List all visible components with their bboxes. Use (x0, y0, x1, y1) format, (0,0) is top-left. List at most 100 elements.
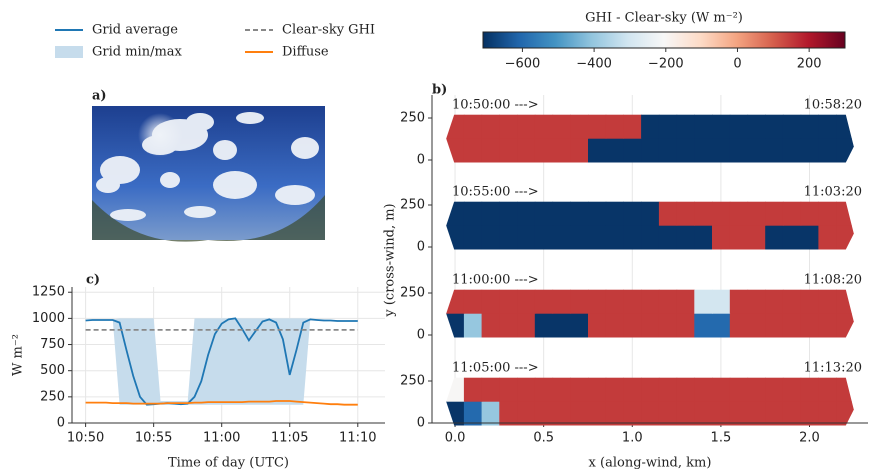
strip (446, 377, 854, 426)
heat-cell (552, 225, 571, 250)
heat-cell (836, 313, 854, 338)
legend-label: Clear-sky GHI (282, 23, 375, 38)
heat-cell (747, 225, 766, 250)
heat-cell (694, 377, 713, 402)
start-time: 10:50:00 ---> (452, 98, 539, 113)
heat-cell (605, 401, 624, 426)
heat-cell (782, 289, 802, 314)
heat-cell (588, 201, 607, 226)
heat-cell (534, 138, 554, 163)
heat-cell (570, 114, 589, 139)
heat-cell (712, 377, 731, 402)
heat-cell (605, 377, 624, 402)
heat-cell (694, 138, 713, 163)
heat-cell (658, 377, 678, 402)
heat-cell (818, 401, 837, 426)
colorbar-tick-label: 200 (797, 57, 822, 72)
heat-cell (712, 225, 731, 250)
heat-cell (818, 114, 837, 139)
heat-cell (800, 201, 819, 226)
heat-cell (676, 313, 695, 338)
heat-cell (446, 377, 465, 402)
y-tick-label: 1000 (32, 311, 65, 326)
heat-cell (570, 201, 589, 226)
heat-cell (818, 289, 837, 314)
heat-cell (729, 225, 749, 250)
heat-cell (552, 114, 571, 139)
heat-cell (712, 401, 731, 426)
heat-cell (446, 138, 465, 163)
heat-cell (818, 201, 837, 226)
heat-cell (463, 377, 483, 402)
heat-cell (836, 289, 854, 314)
heat-cell (765, 114, 784, 139)
heat-cell (481, 201, 500, 226)
heat-cell (641, 377, 660, 402)
x-tick-label: 2.0 (799, 431, 820, 446)
heat-cell (446, 201, 465, 226)
heat-cell (623, 289, 642, 314)
legend-label: Grid average (92, 23, 178, 38)
heat-cell (605, 225, 624, 250)
heat-cell (836, 225, 854, 250)
x-tick-label: 1.5 (711, 431, 732, 446)
heat-cell (782, 138, 802, 163)
heat-cell (534, 114, 554, 139)
heat-cell (676, 114, 695, 139)
heat-cell (446, 289, 465, 314)
x-tick-label: 11:05 (271, 431, 308, 446)
heat-cell (658, 289, 678, 314)
x-tick-label: 11:10 (339, 431, 376, 446)
panel-label: a) (92, 89, 107, 104)
heat-cell (588, 138, 607, 163)
heat-cell (481, 138, 500, 163)
y-tick-label: 750 (40, 337, 65, 352)
y-tick-label: 0 (417, 416, 425, 431)
end-time: 11:03:20 (804, 185, 862, 200)
x-tick-label: 10:55 (135, 431, 172, 446)
end-time: 11:08:20 (804, 273, 862, 288)
heat-cell (712, 289, 731, 314)
heat-cell (605, 201, 624, 226)
heat-cell (729, 401, 749, 426)
x-axis-label: x (along-wind, km) (589, 456, 712, 471)
heat-cell (836, 201, 854, 226)
heat-cell (517, 313, 536, 338)
heat-cell (800, 114, 819, 139)
heat-cell (782, 377, 802, 402)
heat-cell (552, 289, 571, 314)
heat-cell (552, 377, 571, 402)
heat-cell (765, 138, 784, 163)
colorbar-label: GHI - Clear-sky (W m⁻²) (585, 11, 743, 26)
heat-cell (818, 313, 837, 338)
heat-cell (747, 289, 766, 314)
start-time: 11:05:00 ---> (452, 361, 539, 376)
heat-cell (534, 225, 554, 250)
heat-cell (463, 401, 483, 426)
heat-cell (658, 114, 678, 139)
heat-cell (658, 401, 678, 426)
heat-cell (499, 289, 518, 314)
heat-cell (463, 114, 483, 139)
x-tick-label: 0.5 (533, 431, 554, 446)
heat-cell (605, 313, 624, 338)
heat-cell (729, 138, 749, 163)
start-time: 10:55:00 ---> (452, 185, 539, 200)
y-tick-label: 250 (400, 198, 425, 213)
heat-cell (782, 114, 802, 139)
heat-cell (446, 401, 465, 426)
x-tick-label: 1.0 (622, 431, 643, 446)
heat-cell (658, 201, 678, 226)
heat-cell (747, 313, 766, 338)
heat-cell (517, 138, 536, 163)
x-tick-label: 0.0 (445, 431, 466, 446)
heat-cell (499, 313, 518, 338)
heat-cell (623, 377, 642, 402)
heat-cell (729, 114, 749, 139)
heat-cell (570, 138, 589, 163)
heat-cell (588, 225, 607, 250)
y-tick-label: 0 (417, 328, 425, 343)
heat-cell (534, 289, 554, 314)
heat-cell (570, 377, 589, 402)
